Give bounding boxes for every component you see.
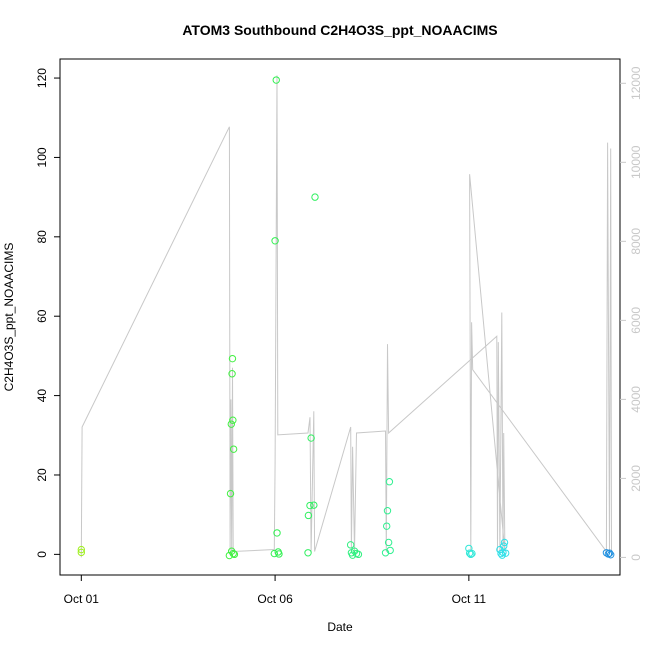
data-point xyxy=(230,550,239,559)
series-line xyxy=(80,75,612,558)
data-point xyxy=(226,489,235,498)
x-tick-label: Oct 06 xyxy=(257,592,293,606)
data-point xyxy=(501,549,510,557)
data-point xyxy=(228,354,237,363)
data-point xyxy=(386,546,394,555)
y-tick-label: 60 xyxy=(35,309,49,323)
y-tick-label: 40 xyxy=(35,389,49,403)
y-tick-label: 80 xyxy=(35,230,49,244)
y-tick-label: 120 xyxy=(35,68,49,88)
y2-tick-label: 2000 xyxy=(629,465,643,492)
y-axis-right: 0 2000 4000 6000 8000 10000 12000 xyxy=(620,66,643,561)
y-axis-label: C2H4O3S_ppt_NOAACIMS xyxy=(2,243,16,392)
data-point xyxy=(271,237,279,245)
data-point xyxy=(385,478,394,486)
data-point xyxy=(77,548,86,557)
data-point xyxy=(304,549,312,557)
data-point xyxy=(306,501,314,510)
data-point xyxy=(77,545,86,554)
x-tick-label: Oct 01 xyxy=(64,592,100,606)
data-point xyxy=(606,551,615,559)
data-point xyxy=(346,541,355,549)
data-point xyxy=(497,549,505,558)
data-point xyxy=(272,76,280,84)
data-point xyxy=(602,549,611,557)
y2-tick-label: 6000 xyxy=(629,307,643,334)
data-point xyxy=(381,549,390,557)
data-point xyxy=(229,416,237,424)
y-tick-label: 100 xyxy=(35,147,49,167)
data-point xyxy=(307,434,315,442)
data-point xyxy=(467,550,475,559)
data-point xyxy=(275,550,283,558)
y-tick-label: 0 xyxy=(35,551,49,558)
data-point xyxy=(310,501,318,509)
data-point xyxy=(354,550,363,559)
y-axis-left: 0 20 40 60 80 100 120 xyxy=(35,68,60,558)
data-point xyxy=(348,551,357,559)
data-point xyxy=(229,549,237,558)
data-point xyxy=(500,538,509,547)
data-point xyxy=(229,445,238,453)
plot-frame xyxy=(59,58,621,576)
data-point xyxy=(228,370,236,378)
y2-tick-label: 0 xyxy=(629,554,643,561)
x-axis: Oct 01 Oct 06 Oct 11 xyxy=(64,575,487,606)
data-point xyxy=(384,538,393,547)
y2-tick-label: 8000 xyxy=(629,228,643,255)
data-point xyxy=(383,506,392,515)
data-point xyxy=(500,542,508,550)
y-tick-label: 20 xyxy=(35,468,49,482)
y2-tick-label: 4000 xyxy=(629,386,643,413)
chart-title: ATOM3 Southbound C2H4O3S_ppt_NOAACIMS xyxy=(182,22,497,38)
data-point xyxy=(304,511,313,520)
y2-tick-label: 12000 xyxy=(629,66,643,100)
data-point xyxy=(311,193,319,201)
y2-tick-label: 10000 xyxy=(629,145,643,179)
data-point xyxy=(273,529,281,537)
x-tick-label: Oct 11 xyxy=(452,592,487,606)
x-axis-label: Date xyxy=(327,620,353,634)
data-point xyxy=(270,549,279,558)
data-point xyxy=(225,551,234,560)
data-point xyxy=(382,522,391,530)
series-lines xyxy=(80,75,612,558)
data-point xyxy=(468,549,476,558)
data-point xyxy=(605,549,614,557)
data-point xyxy=(227,420,235,428)
series-points xyxy=(77,76,615,560)
